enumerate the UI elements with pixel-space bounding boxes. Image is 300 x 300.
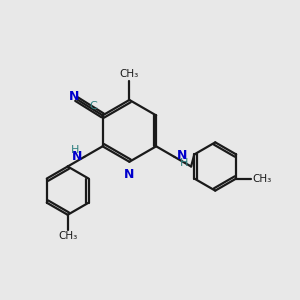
Text: N: N — [72, 149, 82, 163]
Text: N: N — [124, 168, 135, 181]
Text: CH₃: CH₃ — [58, 231, 77, 241]
Text: H: H — [180, 158, 188, 168]
Text: C: C — [89, 101, 97, 111]
Text: N: N — [69, 90, 79, 103]
Text: CH₃: CH₃ — [252, 174, 272, 184]
Text: CH₃: CH₃ — [120, 69, 139, 79]
Text: N: N — [177, 149, 187, 162]
Text: H: H — [70, 146, 79, 155]
